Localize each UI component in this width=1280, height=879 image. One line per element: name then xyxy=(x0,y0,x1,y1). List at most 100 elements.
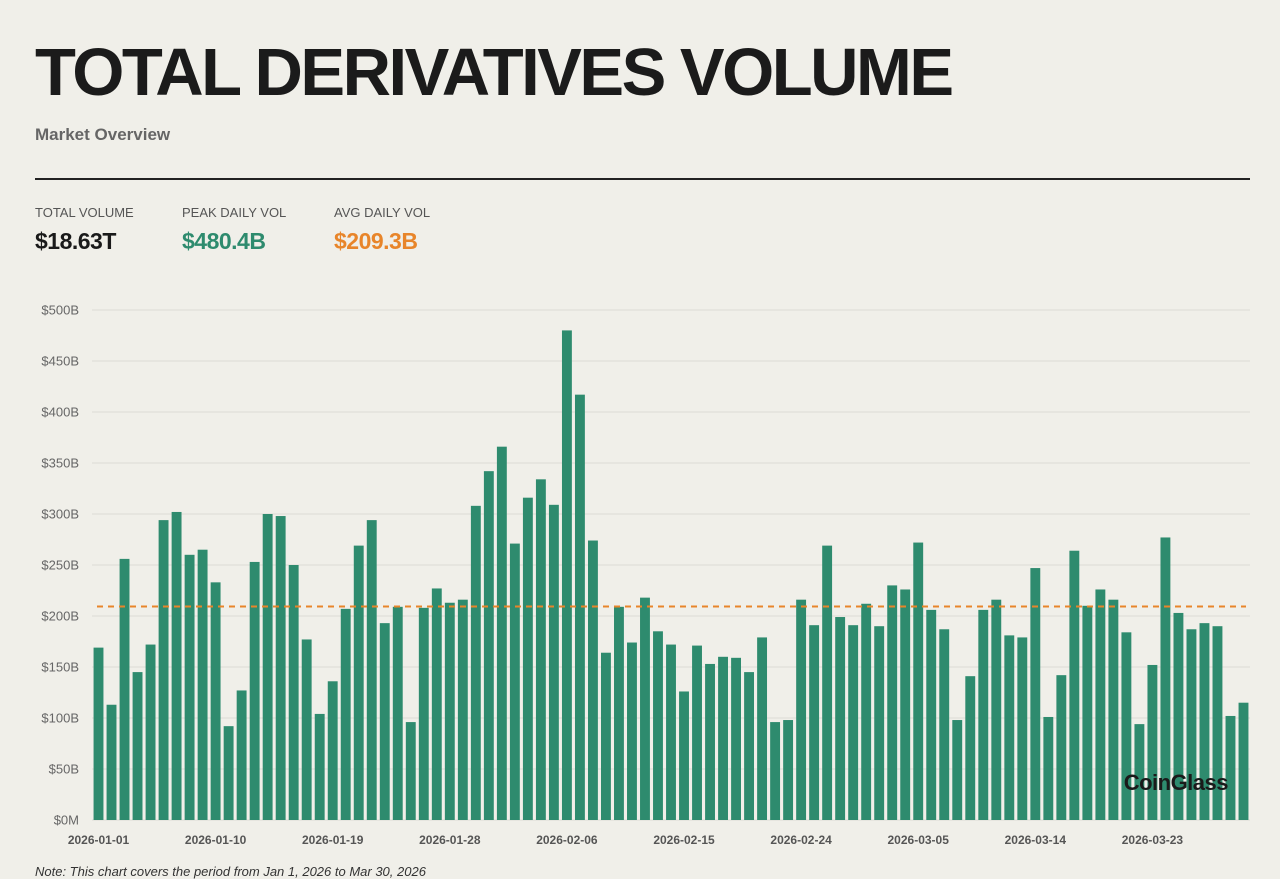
bar xyxy=(535,479,546,820)
bar xyxy=(106,704,117,820)
bar xyxy=(444,602,455,820)
y-tick-label: $200B xyxy=(41,609,79,624)
bar xyxy=(93,647,104,820)
bar xyxy=(1238,702,1249,820)
bar xyxy=(679,691,689,820)
bar xyxy=(483,471,494,820)
bar xyxy=(952,720,963,820)
y-tick-label: $150B xyxy=(41,660,79,675)
y-tick-label: $450B xyxy=(41,354,79,369)
bar xyxy=(275,516,286,820)
x-tick-label: 2026-03-14 xyxy=(1005,833,1067,847)
chart-note: Note: This chart covers the period from … xyxy=(35,864,426,879)
x-tick-label: 2026-03-23 xyxy=(1122,833,1184,847)
stat-avg-value: $209.3B xyxy=(334,228,418,254)
bar xyxy=(262,514,273,820)
bar xyxy=(340,608,351,820)
bar xyxy=(587,540,598,820)
bar xyxy=(861,603,872,820)
bar xyxy=(939,629,950,820)
bar xyxy=(887,585,898,820)
bar xyxy=(1017,637,1028,820)
bar xyxy=(158,520,169,820)
y-tick-label: $100B xyxy=(41,711,79,726)
bar xyxy=(757,637,768,820)
bar xyxy=(1160,537,1171,820)
stat-avg-daily-volume: AVG DAILY VOL $209.3B xyxy=(334,205,430,255)
header-divider xyxy=(35,178,1250,180)
bar xyxy=(614,606,624,820)
bar xyxy=(666,644,676,820)
bar xyxy=(692,645,702,820)
bar xyxy=(705,663,715,820)
bar xyxy=(1212,626,1223,820)
x-tick-label: 2026-02-15 xyxy=(653,833,715,847)
bar xyxy=(1173,612,1184,820)
bar xyxy=(1004,635,1015,820)
y-tick-label: $250B xyxy=(41,558,79,573)
bar xyxy=(1030,568,1041,820)
bar xyxy=(640,597,650,820)
stat-peak-value: $480.4B xyxy=(182,228,266,254)
bar xyxy=(418,607,429,820)
x-tick-label: 2026-01-28 xyxy=(419,833,481,847)
stat-peak-daily-volume: PEAK DAILY VOL $480.4B xyxy=(182,205,286,255)
bar xyxy=(627,642,637,820)
volume-bar-chart: $0M $50B $100B $150B $200B $250B $300B $350B $40… xyxy=(41,303,1250,847)
bar xyxy=(965,676,976,820)
x-tick-label: 2026-01-01 xyxy=(68,833,130,847)
bar xyxy=(1121,632,1132,820)
x-tick-label: 2026-02-24 xyxy=(770,833,832,847)
bar xyxy=(653,631,663,820)
bar xyxy=(731,657,741,820)
bar xyxy=(288,565,299,820)
bar xyxy=(223,726,234,820)
bar xyxy=(145,644,156,820)
bar xyxy=(1108,599,1119,820)
bar xyxy=(926,609,937,820)
stat-peak-label: PEAK DAILY VOL xyxy=(182,205,287,220)
bar xyxy=(900,589,911,820)
bar xyxy=(210,582,221,820)
bar xyxy=(1225,715,1236,820)
bar xyxy=(366,520,377,820)
bar xyxy=(379,623,390,820)
page-subtitle: Market Overview xyxy=(35,125,171,144)
bar xyxy=(783,720,794,820)
bar xyxy=(184,554,195,820)
bar xyxy=(132,672,143,820)
y-tick-label: $500B xyxy=(41,303,79,318)
bar xyxy=(392,606,403,820)
bar xyxy=(744,672,755,820)
bar xyxy=(1147,664,1158,820)
stat-avg-label: AVG DAILY VOL xyxy=(334,205,431,220)
bar xyxy=(470,505,481,820)
bar xyxy=(574,394,585,820)
stat-total-volume: TOTAL VOLUME $18.63T xyxy=(35,205,134,255)
bar xyxy=(561,330,572,820)
bar xyxy=(835,617,846,820)
x-tick-label: 2026-02-06 xyxy=(536,833,598,847)
y-tick-label: $300B xyxy=(41,507,79,522)
bar xyxy=(1043,716,1054,820)
bar xyxy=(848,625,859,820)
bar xyxy=(1186,629,1197,820)
bar xyxy=(770,722,781,820)
page-title: TOTAL DERIVATIVES VOLUME xyxy=(35,35,954,110)
bar-layer xyxy=(93,330,1249,820)
bar xyxy=(1082,605,1093,820)
bar xyxy=(119,558,130,820)
bar xyxy=(1199,623,1210,820)
bar xyxy=(509,543,520,820)
bar xyxy=(171,511,182,820)
bar xyxy=(327,681,338,820)
stat-total-label: TOTAL VOLUME xyxy=(35,205,134,220)
x-axis-layer: 2026-01-01 2026-01-10 2026-01-19 2026-01-28… xyxy=(68,833,1184,847)
bar xyxy=(1095,589,1106,820)
bar xyxy=(431,588,442,820)
coinglass-watermark: CoinGlass xyxy=(1124,770,1229,795)
bar xyxy=(301,639,312,820)
bar xyxy=(796,599,807,820)
y-tick-label: $400B xyxy=(41,405,79,420)
bar xyxy=(522,497,533,820)
